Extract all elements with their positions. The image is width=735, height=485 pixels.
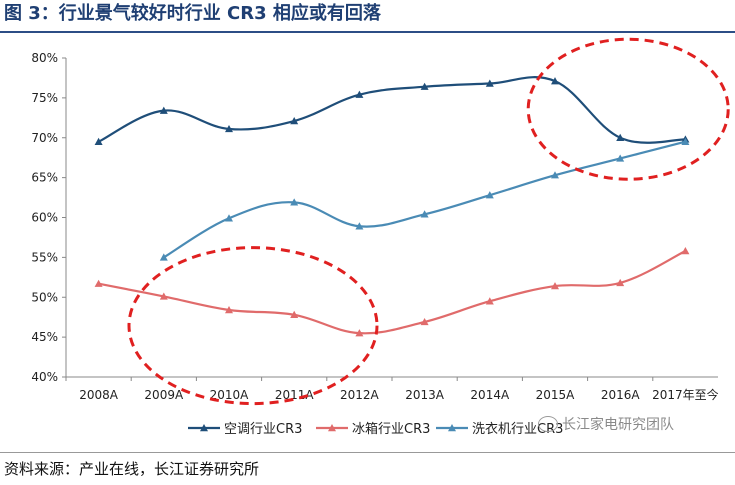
data-point — [290, 117, 299, 125]
x-tick-label: 2015A — [536, 388, 576, 402]
legend-marker — [200, 424, 208, 432]
data-point — [225, 124, 233, 133]
y-tick-label: 80% — [31, 51, 58, 65]
series-line-1 — [98, 250, 686, 335]
watermark: 长江家电研究团队 — [538, 414, 674, 434]
data-point — [355, 329, 364, 337]
highlight-ellipse-fridge — [127, 246, 379, 406]
wechat-icon — [538, 416, 558, 432]
x-tick-label: 2008A — [79, 388, 119, 402]
legend-marker — [328, 424, 336, 432]
data-point — [290, 310, 299, 318]
data-point — [616, 133, 625, 141]
x-tick-label: 2017年至今 — [652, 387, 719, 402]
watermark-text: 长江家电研究团队 — [562, 417, 674, 433]
data-point — [94, 137, 103, 145]
x-tick-label: 2016A — [601, 388, 641, 402]
data-point — [159, 106, 168, 114]
y-tick-label: 75% — [31, 91, 58, 105]
data-point — [355, 90, 364, 98]
title-divider — [0, 31, 735, 33]
y-tick-label: 55% — [31, 250, 58, 264]
line-chart: 40% 45% 50% 55% 60% 65% 70% 75% 80% 2008A 2009A 201… — [31, 37, 730, 437]
x-tick-label: 2014A — [470, 388, 510, 402]
x-tick-label: 2010A — [210, 388, 250, 402]
highlight-ellipse-ac — [526, 37, 730, 181]
x-tick-label: 2012A — [340, 388, 380, 402]
data-point — [551, 171, 559, 179]
data-point — [225, 306, 233, 314]
series-line-0 — [98, 76, 686, 144]
data-point — [681, 246, 690, 255]
data-point — [616, 154, 625, 162]
data-point — [420, 210, 429, 218]
y-tick-label: 40% — [31, 370, 58, 384]
x-tick-label: 2009A — [144, 388, 184, 402]
data-point — [551, 282, 559, 290]
legend-label: 空调行业CR3 — [224, 422, 302, 437]
data-point — [355, 222, 364, 230]
data-point — [94, 279, 103, 287]
series-line-2 — [163, 140, 686, 259]
legend-label: 冰箱行业CR3 — [352, 421, 430, 437]
data-point — [159, 253, 168, 261]
data-point — [420, 82, 429, 90]
data-point — [420, 317, 429, 326]
y-tick-label: 45% — [31, 330, 58, 344]
data-point — [485, 297, 494, 305]
source-note: 资料来源：产业在线，长江证券研究所 — [4, 460, 260, 478]
data-point — [485, 191, 494, 199]
y-tick-label: 65% — [31, 171, 58, 185]
data-point — [485, 79, 494, 87]
data-point — [225, 214, 233, 222]
y-tick-label: 60% — [31, 211, 58, 225]
y-tick-label: 70% — [31, 131, 58, 145]
x-tick-label: 2011A — [275, 388, 315, 402]
data-point — [616, 278, 625, 287]
x-tick-label: 2013A — [405, 388, 445, 402]
legend-marker — [448, 424, 456, 432]
page-title: 图 3：行业景气较好时行业 CR3 相应或有回落 — [4, 3, 381, 24]
footer-divider — [0, 452, 735, 453]
data-point — [551, 77, 559, 85]
data-point — [681, 137, 690, 145]
data-point — [290, 198, 299, 206]
data-point — [159, 292, 168, 300]
y-tick-label: 50% — [31, 290, 58, 304]
